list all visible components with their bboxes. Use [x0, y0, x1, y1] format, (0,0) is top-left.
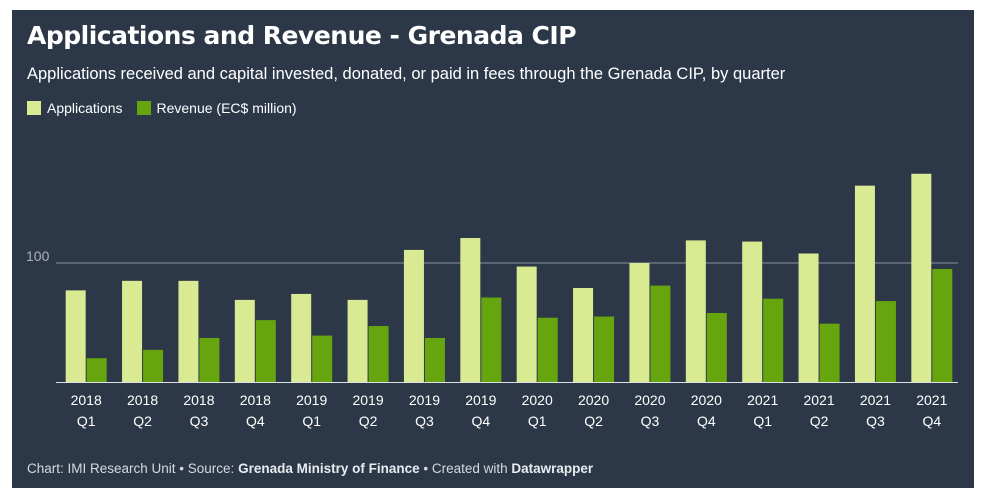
x-tick-label-year: 2019 — [296, 392, 327, 408]
bar-revenue-2019-q1 — [312, 335, 333, 382]
footer-middle: • Created with — [419, 461, 512, 476]
legend-item-revenue: Revenue (EC$ million) — [136, 100, 297, 116]
bar-revenue-2021-q4 — [932, 268, 953, 382]
x-tick-label-quarter: Q4 — [471, 413, 490, 429]
x-tick-label-year: 2019 — [352, 392, 383, 408]
bar-revenue-2021-q2 — [819, 323, 840, 382]
x-tick-label-quarter: Q1 — [528, 413, 547, 429]
legend-swatch-revenue — [136, 101, 151, 115]
bar-applications-2020-q3 — [629, 263, 650, 382]
bar-applications-2019-q2 — [347, 299, 368, 382]
x-tick-label-year: 2018 — [240, 392, 271, 408]
x-tick-label-quarter: Q1 — [77, 413, 96, 429]
footer-prefix: Chart: IMI Research Unit • Source: — [27, 461, 239, 476]
bar-applications-2019-q4 — [460, 238, 481, 382]
legend-item-applications: Applications — [27, 100, 123, 116]
bar-applications-2018-q4 — [234, 299, 255, 382]
x-tick-label-year: 2018 — [71, 392, 102, 408]
x-tick-label-year: 2021 — [916, 392, 947, 408]
bar-applications-2020-q4 — [685, 240, 706, 382]
y-tick-label-100: 100 — [26, 248, 50, 264]
bar-applications-2020-q1 — [516, 266, 537, 382]
x-tick-label-year: 2018 — [127, 392, 158, 408]
bar-revenue-2018-q1 — [86, 358, 107, 382]
x-tick-label-quarter: Q4 — [697, 413, 716, 429]
bar-revenue-2018-q2 — [143, 349, 164, 382]
x-tick-label-quarter: Q2 — [810, 413, 829, 429]
bar-applications-2018-q3 — [178, 280, 199, 382]
x-tick-label-quarter: Q1 — [753, 413, 772, 429]
x-tick-label-quarter: Q2 — [359, 413, 378, 429]
chart-card: Applications and Revenue - Grenada CIP A… — [12, 10, 974, 488]
x-tick-label-year: 2018 — [183, 392, 214, 408]
x-tick-label-quarter: Q2 — [133, 413, 152, 429]
x-tick-label-quarter: Q4 — [246, 413, 265, 429]
bar-applications-2021-q3 — [854, 185, 875, 382]
legend-swatch-applications — [27, 101, 41, 115]
x-tick-label-quarter: Q4 — [922, 413, 941, 429]
bar-revenue-2018-q3 — [199, 337, 220, 382]
x-tick-label-year: 2021 — [803, 392, 834, 408]
footer-source: Grenada Ministry of Finance — [238, 461, 420, 476]
legend-label-revenue: Revenue (EC$ million) — [156, 100, 297, 116]
x-tick-label-year: 2021 — [860, 392, 891, 408]
bar-revenue-2019-q2 — [368, 326, 389, 382]
legend: Applications Revenue (EC$ million) — [27, 100, 311, 116]
footer-tool: Datawrapper — [511, 461, 594, 476]
bar-revenue-2019-q4 — [481, 297, 502, 382]
bar-revenue-2018-q4 — [255, 320, 276, 382]
bar-applications-2018-q2 — [122, 280, 143, 382]
bar-applications-2021-q4 — [911, 173, 932, 382]
bar-chart: 100 2018 Q1 2018 Q2 2018 Q3 2018 Q4 2019 Q1 2019 Q2 2… — [26, 173, 958, 429]
x-tick-label-year: 2020 — [691, 392, 722, 408]
bar-revenue-2020-q3 — [650, 285, 671, 382]
x-tick-label-quarter: Q3 — [190, 413, 209, 429]
bar-applications-2018-q1 — [65, 290, 86, 382]
x-tick-label-quarter: Q2 — [584, 413, 603, 429]
bar-revenue-2019-q3 — [424, 337, 445, 382]
bar-revenue-2020-q4 — [706, 312, 727, 382]
chart-subtitle: Applications received and capital invest… — [27, 65, 786, 83]
bar-revenue-2020-q2 — [594, 316, 615, 382]
legend-label-applications: Applications — [47, 100, 123, 116]
bar-applications-2019-q3 — [403, 249, 424, 382]
bar-applications-2021-q2 — [798, 253, 819, 382]
x-tick-label-year: 2020 — [578, 392, 609, 408]
chart-footer: Chart: IMI Research Unit • Source: Grena… — [27, 461, 593, 476]
bar-revenue-2020-q1 — [537, 317, 558, 382]
x-tick-label-year: 2019 — [409, 392, 440, 408]
bar-revenue-2021-q3 — [875, 301, 896, 382]
x-tick-label-quarter: Q3 — [415, 413, 434, 429]
bar-applications-2019-q1 — [291, 293, 312, 382]
bar-revenue-2021-q1 — [763, 298, 784, 382]
chart-title: Applications and Revenue - Grenada CIP — [27, 21, 577, 50]
x-tick-label-quarter: Q3 — [866, 413, 885, 429]
x-tick-label-quarter: Q3 — [641, 413, 660, 429]
bar-applications-2021-q1 — [742, 241, 763, 382]
x-tick-label-year: 2020 — [522, 392, 553, 408]
x-tick-label-year: 2020 — [634, 392, 665, 408]
x-tick-label-year: 2019 — [465, 392, 496, 408]
x-tick-label-quarter: Q1 — [302, 413, 321, 429]
bar-applications-2020-q2 — [573, 287, 594, 382]
x-tick-label-year: 2021 — [747, 392, 778, 408]
